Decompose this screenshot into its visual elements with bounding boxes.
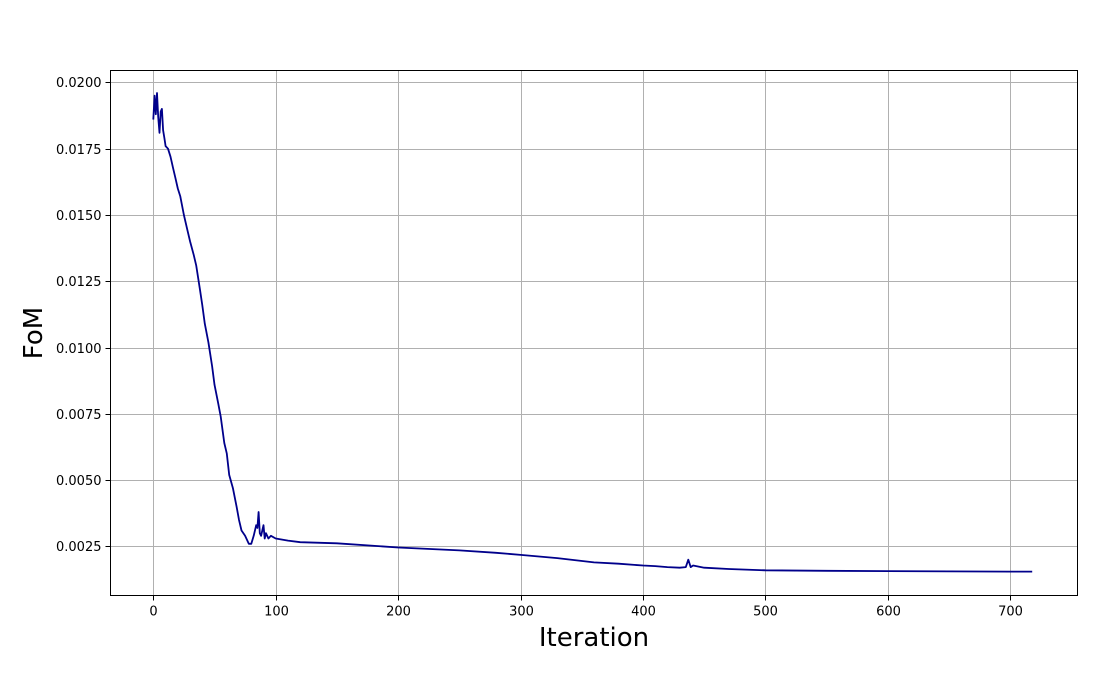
x-axis-label: Iteration	[539, 623, 649, 653]
series-layer	[152, 92, 1033, 573]
y-axis-label: FoM	[19, 307, 49, 359]
y-tick-label: 0.0150	[56, 209, 102, 224]
y-tick-label: 0.0125	[56, 275, 102, 290]
y-axis: 0.0025 0.0050 0.0075 0.0100 0.0125 0.0150 0.01…	[56, 76, 111, 555]
x-tick-label: 200	[386, 605, 411, 620]
x-tick-label: 300	[509, 605, 534, 620]
x-tick-label: 100	[264, 605, 289, 620]
y-tick-label: 0.0175	[56, 143, 102, 158]
fom-series-line	[152, 92, 1033, 573]
x-tick-label: 500	[753, 605, 778, 620]
plot-frame	[110, 70, 1078, 596]
y-tick-label: 0.0100	[56, 342, 102, 357]
y-tick-label: 0.0200	[56, 76, 102, 91]
y-tick-label: 0.0050	[56, 474, 102, 489]
y-tick-label: 0.0025	[56, 540, 102, 555]
y-tick-label: 0.0075	[56, 408, 102, 423]
x-tick-label: 600	[876, 605, 901, 620]
x-tick-label: 700	[998, 605, 1023, 620]
x-axis: 0 100 200 300 400 500 600 700	[149, 595, 1023, 620]
x-tick-label: 400	[631, 605, 656, 620]
x-tick-label: 0	[149, 605, 157, 620]
grid	[110, 70, 1078, 596]
